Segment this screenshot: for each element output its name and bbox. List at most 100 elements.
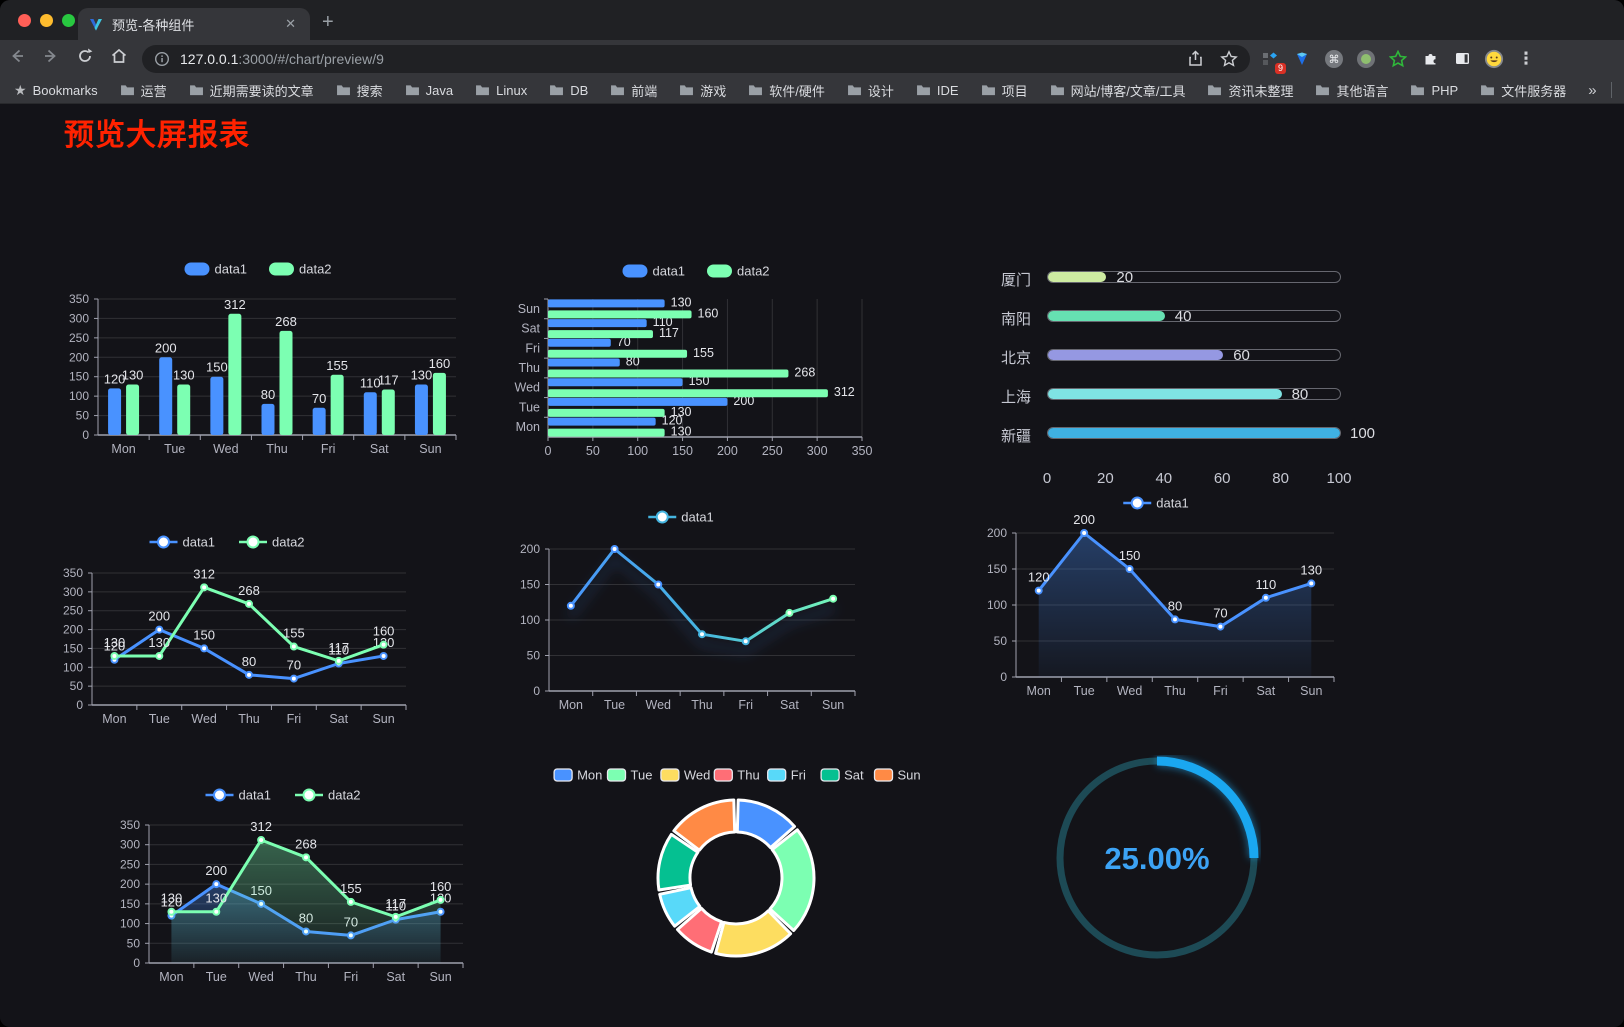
svg-text:Mon: Mon — [159, 970, 183, 984]
site-info-icon[interactable] — [154, 51, 170, 67]
svg-text:Sat: Sat — [329, 712, 348, 726]
extension-badge: 9 — [1274, 62, 1286, 74]
svg-text:data2: data2 — [272, 535, 305, 550]
bookmark-item[interactable]: 前端 — [610, 81, 657, 100]
reload-icon[interactable] — [68, 47, 102, 70]
svg-text:130: 130 — [671, 405, 692, 419]
bookmark-item[interactable]: PHP — [1410, 81, 1458, 100]
bookmark-item[interactable]: 资讯未整理 — [1207, 81, 1293, 100]
svg-text:Wed: Wed — [1117, 684, 1143, 698]
folder-icon — [1315, 84, 1330, 96]
svg-text:Thu: Thu — [691, 698, 713, 712]
svg-text:150: 150 — [63, 641, 83, 655]
bookmark-item[interactable]: 搜索 — [336, 81, 383, 100]
svg-text:70: 70 — [287, 658, 301, 673]
browser-tab[interactable]: 预览-各种组件 ✕ — [78, 8, 310, 40]
svg-text:Tue: Tue — [519, 400, 540, 414]
bookmark-item[interactable]: 游戏 — [679, 81, 726, 100]
close-window-button[interactable] — [18, 14, 31, 27]
bookmarks-right-group: » 其他书签 — [1588, 81, 1624, 100]
svg-text:100: 100 — [63, 660, 83, 674]
svg-text:117: 117 — [328, 640, 349, 655]
bookmark-item[interactable]: 其他语言 — [1315, 81, 1388, 100]
bookmark-item[interactable]: DB — [549, 81, 588, 100]
svg-text:110: 110 — [328, 643, 349, 658]
bookmark-item[interactable]: 近期需要读的文章 — [189, 81, 314, 100]
back-icon[interactable] — [0, 47, 34, 70]
svg-text:130: 130 — [148, 635, 170, 650]
tab-close-icon[interactable]: ✕ — [285, 16, 296, 31]
svg-text:data1: data1 — [239, 788, 272, 803]
svg-text:350: 350 — [852, 444, 873, 458]
bookmark-item[interactable]: 设计 — [847, 81, 894, 100]
folder-icon — [405, 84, 420, 96]
extension-area: 9 ⌘ ⋮ — [1260, 48, 1536, 74]
bookmark-item[interactable]: Java — [405, 81, 453, 100]
svg-text:Tue: Tue — [206, 970, 227, 984]
svg-text:50: 50 — [994, 634, 1008, 648]
svg-text:50: 50 — [527, 649, 541, 663]
svg-text:Sun: Sun — [518, 302, 540, 316]
extensions-puzzle-icon[interactable] — [1420, 49, 1440, 69]
svg-text:200: 200 — [63, 623, 83, 637]
chart-canvas: data1 data2 0 50 100 150 200 250 300 350 Mon Tue Wed… — [63, 535, 407, 726]
folder-icon — [189, 84, 204, 96]
bookmarks-root[interactable]: ★ Bookmarks — [14, 81, 98, 98]
menu-kebab-icon[interactable]: ⋮ — [1517, 48, 1535, 68]
progress-row: 新疆 100 — [1001, 425, 1376, 445]
svg-text:150: 150 — [69, 370, 89, 384]
tab-title: 预览-各种组件 — [112, 17, 195, 33]
bookmark-item[interactable]: Linux — [475, 81, 527, 100]
home-icon[interactable] — [102, 47, 136, 70]
svg-text:268: 268 — [275, 314, 297, 329]
svg-text:0: 0 — [1000, 670, 1007, 684]
svg-text:Thu: Thu — [295, 970, 317, 984]
svg-text:300: 300 — [807, 444, 828, 458]
new-tab-button[interactable]: + — [322, 11, 334, 33]
svg-text:Tue: Tue — [631, 768, 653, 783]
svg-text:120: 120 — [104, 371, 126, 386]
svg-text:0: 0 — [82, 428, 89, 442]
bookmark-item[interactable]: 软件/硬件 — [748, 81, 825, 100]
maximize-window-button[interactable] — [62, 14, 75, 27]
bookmarks-divider — [1610, 82, 1612, 98]
url-bar[interactable]: 127.0.0.1:3000/#/chart/preview/9 — [142, 44, 1250, 73]
bookmark-item[interactable]: IDE — [916, 81, 959, 100]
svg-text:268: 268 — [794, 366, 815, 380]
svg-text:Sun: Sun — [372, 712, 394, 726]
svg-text:Wed: Wed — [515, 381, 541, 395]
bookmark-item[interactable]: 项目 — [981, 81, 1028, 100]
svg-text:Fri: Fri — [1213, 684, 1228, 698]
share-icon[interactable] — [1187, 50, 1204, 67]
folder-icon — [336, 84, 351, 96]
extension-icon-gem[interactable] — [1292, 49, 1312, 69]
svg-text:Mon: Mon — [559, 698, 583, 712]
svg-text:130: 130 — [205, 891, 227, 906]
svg-text:Tue: Tue — [604, 698, 625, 712]
extension-icon-green-star[interactable] — [1388, 49, 1408, 69]
bookmarks-overflow-chevron[interactable]: » — [1588, 81, 1597, 99]
side-panel-icon[interactable] — [1452, 49, 1472, 69]
bookmark-item[interactable]: 文件服务器 — [1480, 81, 1566, 100]
svg-text:200: 200 — [155, 340, 177, 355]
svg-text:300: 300 — [69, 311, 89, 325]
forward-icon[interactable] — [34, 47, 68, 70]
bookmark-item[interactable]: 运营 — [120, 81, 167, 100]
bookmark-star-icon[interactable] — [1220, 49, 1238, 68]
progress-row: 上海 80 — [995, 380, 1367, 419]
svg-text:Fri: Fri — [344, 970, 359, 984]
svg-text:130: 130 — [671, 425, 692, 439]
profile-avatar[interactable] — [1484, 49, 1504, 69]
svg-text:268: 268 — [238, 583, 260, 598]
svg-text:250: 250 — [63, 604, 83, 618]
bookmark-item[interactable]: 网站/博客/文章/工具 — [1050, 81, 1185, 100]
extension-icon-grid[interactable]: 9 — [1260, 49, 1286, 74]
extension-icon-command[interactable]: ⌘ — [1324, 49, 1344, 69]
svg-text:Thu: Thu — [238, 712, 260, 726]
extension-icon-record[interactable] — [1356, 49, 1376, 69]
svg-text:50: 50 — [127, 936, 141, 950]
svg-text:120: 120 — [662, 414, 683, 428]
browser-toolbar: 127.0.0.1:3000/#/chart/preview/9 9 ⌘ — [0, 40, 1624, 77]
minimize-window-button[interactable] — [40, 14, 53, 27]
